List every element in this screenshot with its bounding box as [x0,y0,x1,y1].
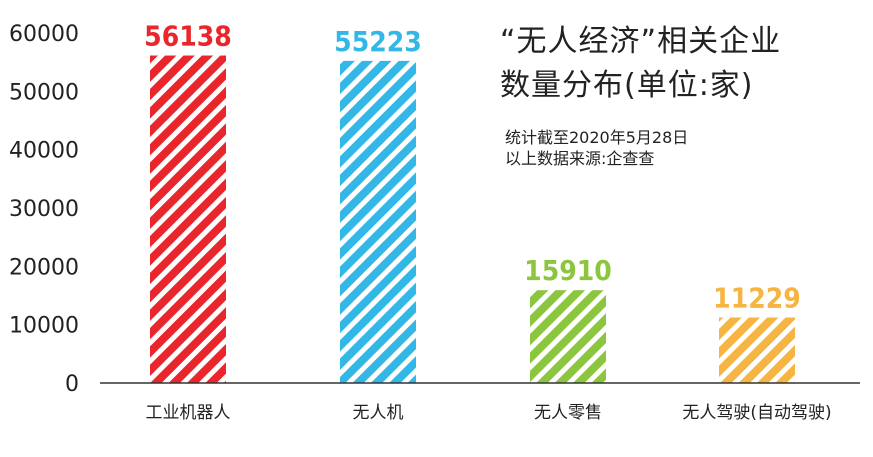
y-tick-label: 30000 [9,197,79,222]
value-label: 11229 [713,282,801,315]
chart-title: “无人经济”相关企业 数量分布(单位:家) [500,20,781,108]
y-tick-label: 50000 [9,80,79,105]
value-label: 55223 [334,26,422,59]
y-axis-ticks: 0 10000 20000 30000 40000 50000 60000 [9,22,79,397]
chart-title-line-1: “无人经济”相关企业 [500,24,782,59]
bar [340,60,416,383]
date-note: 统计截至2020年5月28日 [505,128,689,147]
y-tick-label: 0 [65,372,79,397]
chart-title-line-2: 数量分布(单位:家) [500,68,754,103]
value-label: 56138 [144,20,232,53]
chart-notes: 统计截至2020年5月28日 以上数据来源:企查查 [505,127,688,169]
category-label: 无人机 [353,403,404,423]
category-label: 工业机器人 [146,403,231,423]
bar [719,317,795,383]
x-axis-labels: 工业机器人 无人机 无人零售 无人驾驶(自动驾驶) [146,403,832,423]
source-note: 以上数据来源:企查查 [505,149,655,168]
bar [530,290,606,383]
y-tick-label: 60000 [9,22,79,47]
category-label: 无人驾驶(自动驾驶) [682,403,831,423]
value-label: 15910 [524,255,612,288]
bar [150,55,226,384]
y-tick-label: 40000 [9,139,79,164]
category-label: 无人零售 [534,403,602,423]
value-labels: 56138 55223 15910 11229 [144,20,801,315]
bars [150,55,795,384]
y-tick-label: 10000 [9,314,79,339]
y-tick-label: 20000 [9,255,79,280]
